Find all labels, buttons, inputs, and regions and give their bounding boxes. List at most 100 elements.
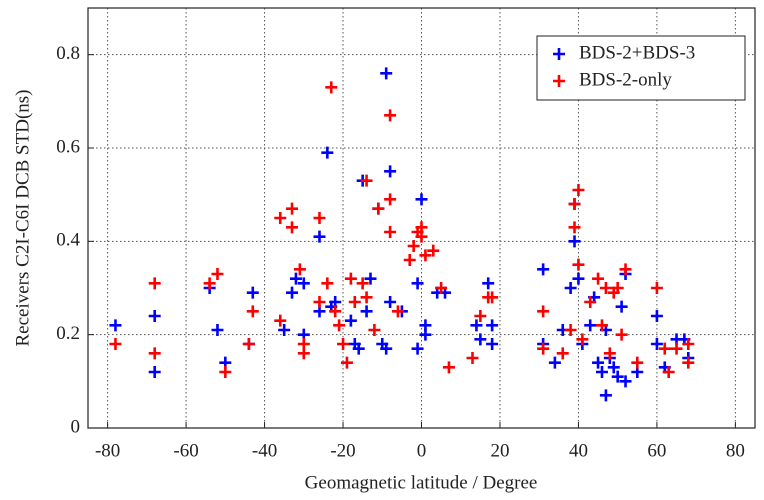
point	[619, 263, 632, 276]
point	[435, 282, 448, 294]
point	[352, 342, 365, 355]
point	[219, 366, 232, 378]
point	[584, 296, 597, 308]
point	[148, 277, 161, 290]
point	[368, 324, 381, 336]
point	[384, 226, 397, 238]
point	[572, 258, 585, 271]
point	[321, 146, 334, 159]
point	[537, 263, 550, 276]
point	[246, 286, 259, 299]
point	[384, 165, 397, 178]
point	[321, 277, 334, 290]
legend-label: BDS-2+BDS-3	[579, 42, 695, 63]
point	[380, 67, 393, 80]
point	[293, 263, 306, 276]
y-tick-label: 0.6	[56, 136, 80, 157]
point	[631, 356, 644, 369]
x-axis-label: Geomagnetic latitude / Degree	[305, 472, 538, 493]
point	[427, 244, 440, 257]
point	[482, 277, 495, 290]
point	[337, 338, 350, 350]
point	[329, 305, 342, 318]
point	[211, 268, 224, 280]
point	[297, 277, 310, 290]
legend-marker	[553, 75, 565, 87]
point	[340, 356, 353, 369]
point	[564, 324, 577, 336]
point	[348, 296, 361, 308]
point	[564, 282, 577, 294]
point	[384, 109, 397, 122]
point	[615, 300, 628, 313]
point	[650, 338, 663, 350]
point	[595, 319, 608, 332]
point	[584, 319, 597, 332]
y-tick-label: 0.2	[56, 323, 80, 344]
point	[286, 286, 299, 299]
legend-label: BDS-2-only	[579, 69, 672, 90]
point	[619, 375, 632, 388]
point	[466, 352, 479, 364]
x-tick-label: -40	[252, 440, 277, 461]
point	[592, 272, 605, 285]
point	[486, 319, 499, 332]
point	[599, 282, 612, 294]
point	[576, 333, 589, 346]
point	[203, 277, 216, 290]
plot-frame	[87, 7, 756, 429]
point	[548, 356, 561, 369]
point	[474, 310, 487, 322]
point	[109, 338, 122, 350]
point	[278, 324, 291, 336]
point	[611, 370, 624, 383]
point	[274, 212, 287, 224]
point	[286, 202, 299, 215]
point	[611, 282, 624, 294]
point	[599, 389, 612, 402]
point	[148, 366, 161, 378]
point	[415, 193, 428, 206]
legend-marker	[553, 48, 565, 60]
point	[486, 291, 499, 304]
point	[344, 314, 357, 327]
point	[650, 282, 663, 294]
point	[333, 319, 346, 332]
point	[289, 272, 302, 285]
point	[474, 333, 487, 346]
point	[419, 328, 432, 341]
y-tick-label: 0.4	[56, 230, 80, 251]
point	[682, 338, 695, 350]
x-tick-label: 40	[569, 440, 588, 461]
point	[148, 347, 161, 360]
point	[242, 338, 255, 350]
point	[572, 272, 585, 285]
point	[403, 254, 416, 266]
point	[380, 342, 393, 355]
x-tick-label: 60	[647, 440, 666, 461]
point	[650, 310, 663, 322]
point	[419, 249, 432, 262]
point	[615, 328, 628, 341]
point	[384, 296, 397, 308]
point	[360, 174, 373, 187]
point	[568, 198, 581, 210]
point	[568, 235, 581, 248]
point	[313, 212, 326, 224]
point	[442, 361, 455, 374]
point	[572, 184, 585, 196]
point	[592, 356, 605, 369]
point	[384, 193, 397, 206]
point	[274, 314, 287, 327]
y-tick-label: 0.8	[56, 43, 80, 64]
legend-box	[536, 35, 746, 101]
point	[486, 338, 499, 350]
point	[364, 272, 377, 285]
point	[286, 221, 299, 234]
y-axis-label: Receivers C2I-C6I DCB STD(ns)	[12, 90, 33, 347]
point	[109, 319, 122, 332]
point	[607, 361, 620, 374]
point	[344, 272, 357, 285]
point	[297, 347, 310, 360]
